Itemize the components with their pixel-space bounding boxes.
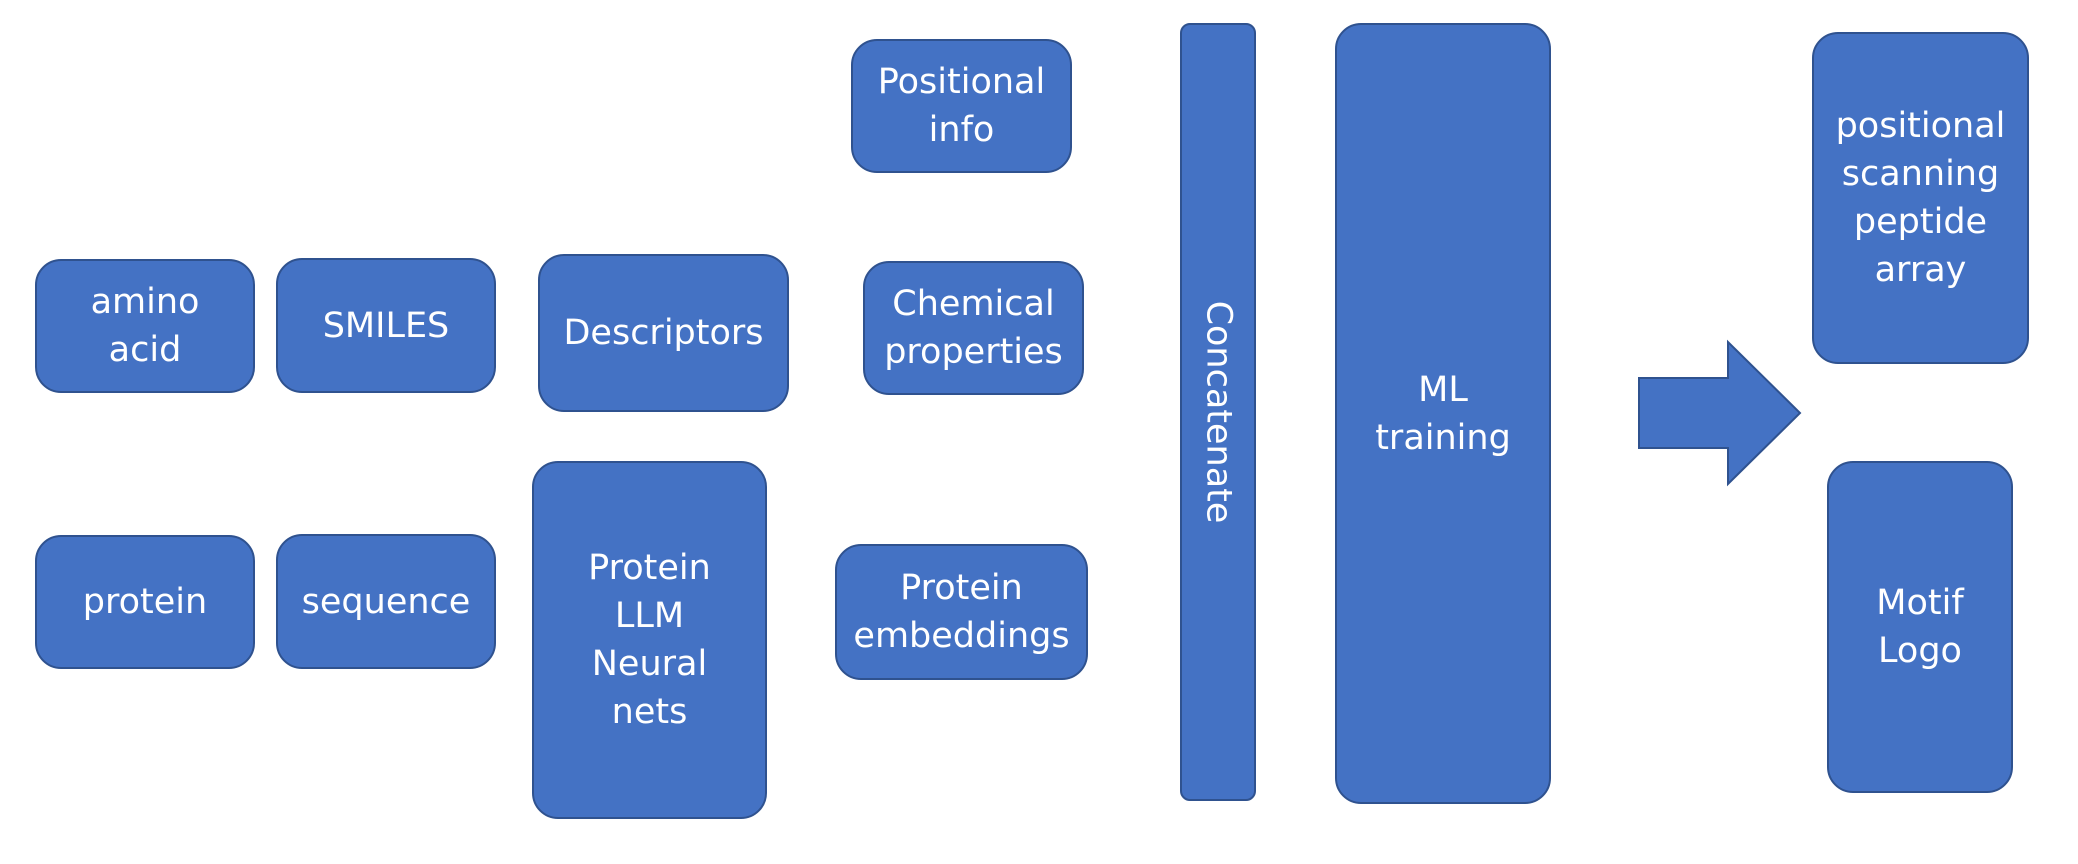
concatenate-box: Concatenate <box>1180 23 1256 801</box>
psp-array-label: positional scanning peptide array <box>1835 106 2006 290</box>
positional-info-box: Positional info <box>851 39 1072 173</box>
motif-logo-box: Motif Logo <box>1827 461 2013 793</box>
protein-embeddings-box: Protein embeddings <box>835 544 1088 680</box>
sequence-box: sequence <box>276 534 496 669</box>
descriptors-box: Descriptors <box>538 254 789 412</box>
sequence-label: sequence <box>301 581 471 622</box>
ml-training-box: ML training <box>1335 23 1551 804</box>
protein-label: protein <box>82 582 208 622</box>
protein-llm-label: Protein LLM Neural nets <box>588 548 711 732</box>
positional-info-label: Positional info <box>877 62 1046 150</box>
protein-llm-box: Protein LLM Neural nets <box>532 461 767 819</box>
amino-acid-box: amino acid <box>35 259 255 393</box>
motif-logo-label: Motif Logo <box>1876 583 1964 671</box>
smiles-box: SMILES <box>276 258 496 393</box>
smiles-label: SMILES <box>322 305 450 346</box>
protein-box: protein <box>35 535 255 669</box>
descriptors-label: Descriptors <box>563 313 764 353</box>
protein-embeddings-label: Protein embeddings <box>853 568 1070 656</box>
chemical-properties-box: Chemical properties <box>863 261 1084 395</box>
ml-training-label: ML training <box>1375 369 1511 458</box>
chemical-properties-label: Chemical properties <box>884 284 1063 372</box>
psp-array-box: positional scanning peptide array <box>1812 32 2029 364</box>
amino-acid-label: amino acid <box>90 282 200 370</box>
